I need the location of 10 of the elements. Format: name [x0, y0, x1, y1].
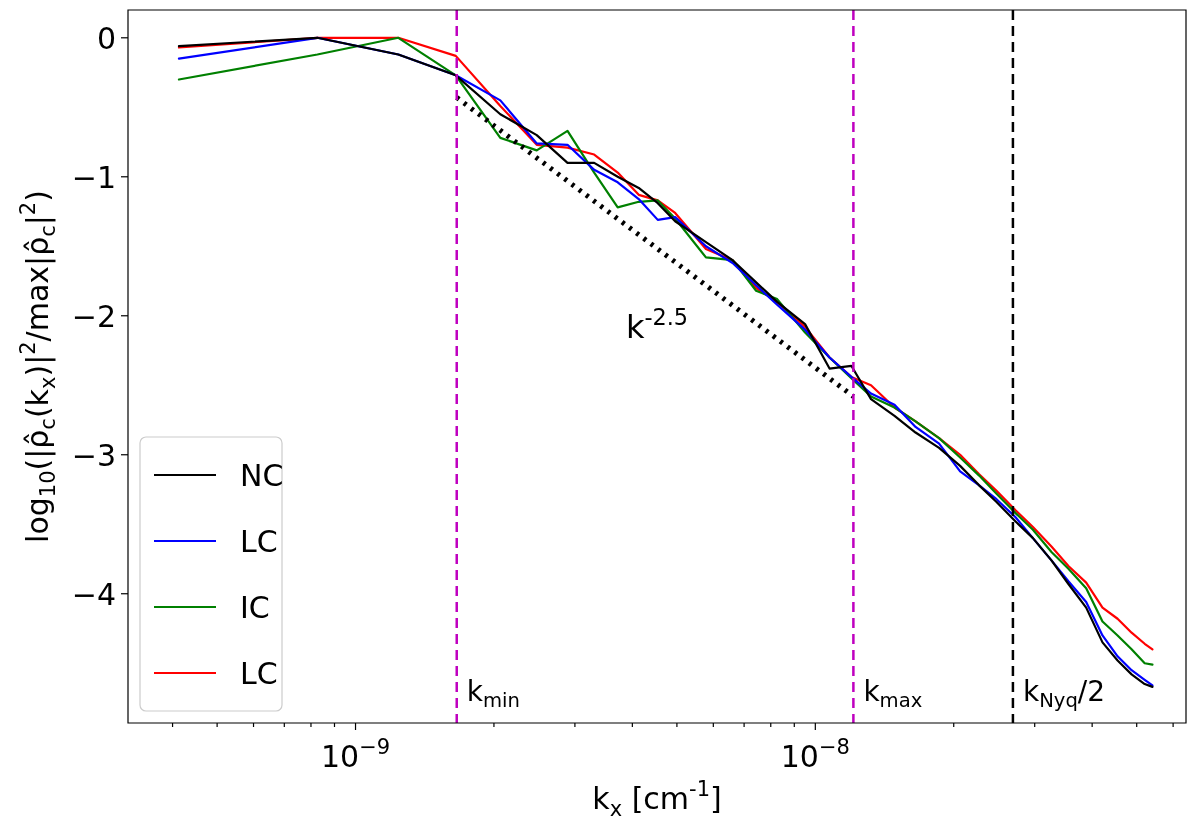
- y-tick-label: −3: [71, 437, 117, 473]
- y-tick-label: 0: [96, 20, 117, 56]
- legend-label: NC: [240, 458, 284, 493]
- text: log10(|ρ̂c(kx)|2/max|ρ̂c|2): [16, 190, 60, 543]
- legend-label: LC: [240, 524, 278, 559]
- y-tick-label: −2: [71, 298, 117, 334]
- legend-label: LC: [240, 656, 278, 691]
- y-tick-label: −1: [71, 159, 117, 195]
- y-tick-label: −4: [71, 576, 117, 612]
- legend-label: IC: [240, 590, 270, 625]
